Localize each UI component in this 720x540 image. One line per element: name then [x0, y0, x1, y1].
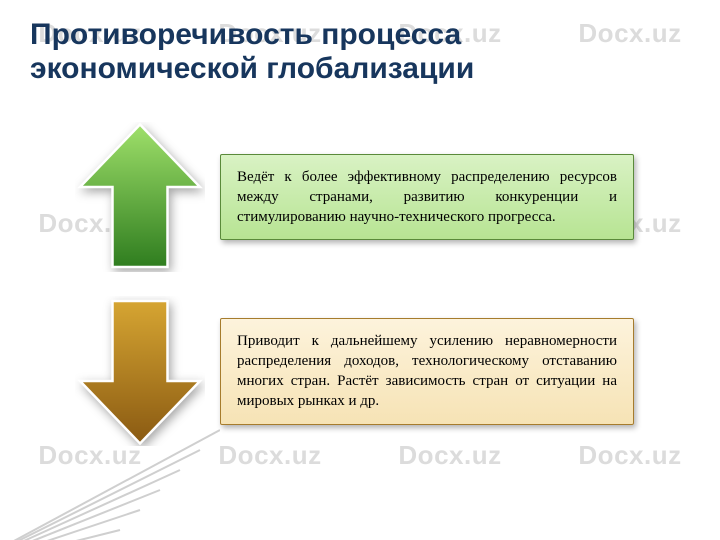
positive-row: Ведёт к более эффективному распределению… [60, 122, 634, 272]
positive-textbox: Ведёт к более эффективному распределению… [220, 154, 634, 241]
negative-row: Приводит к дальнейшему усилению неравном… [60, 296, 634, 446]
negative-textbox: Приводит к дальнейшему усилению неравном… [220, 318, 634, 425]
positive-text: Ведёт к более эффективному распределению… [237, 169, 617, 226]
page-title: Противоречивость процесса экономической … [30, 18, 690, 86]
down-arrow-wrap [60, 296, 220, 446]
arrow-up-icon [75, 122, 205, 272]
negative-text: Приводит к дальнейшему усилению неравном… [237, 333, 617, 410]
arrow-down-icon [75, 296, 205, 446]
up-arrow-wrap [60, 122, 220, 272]
